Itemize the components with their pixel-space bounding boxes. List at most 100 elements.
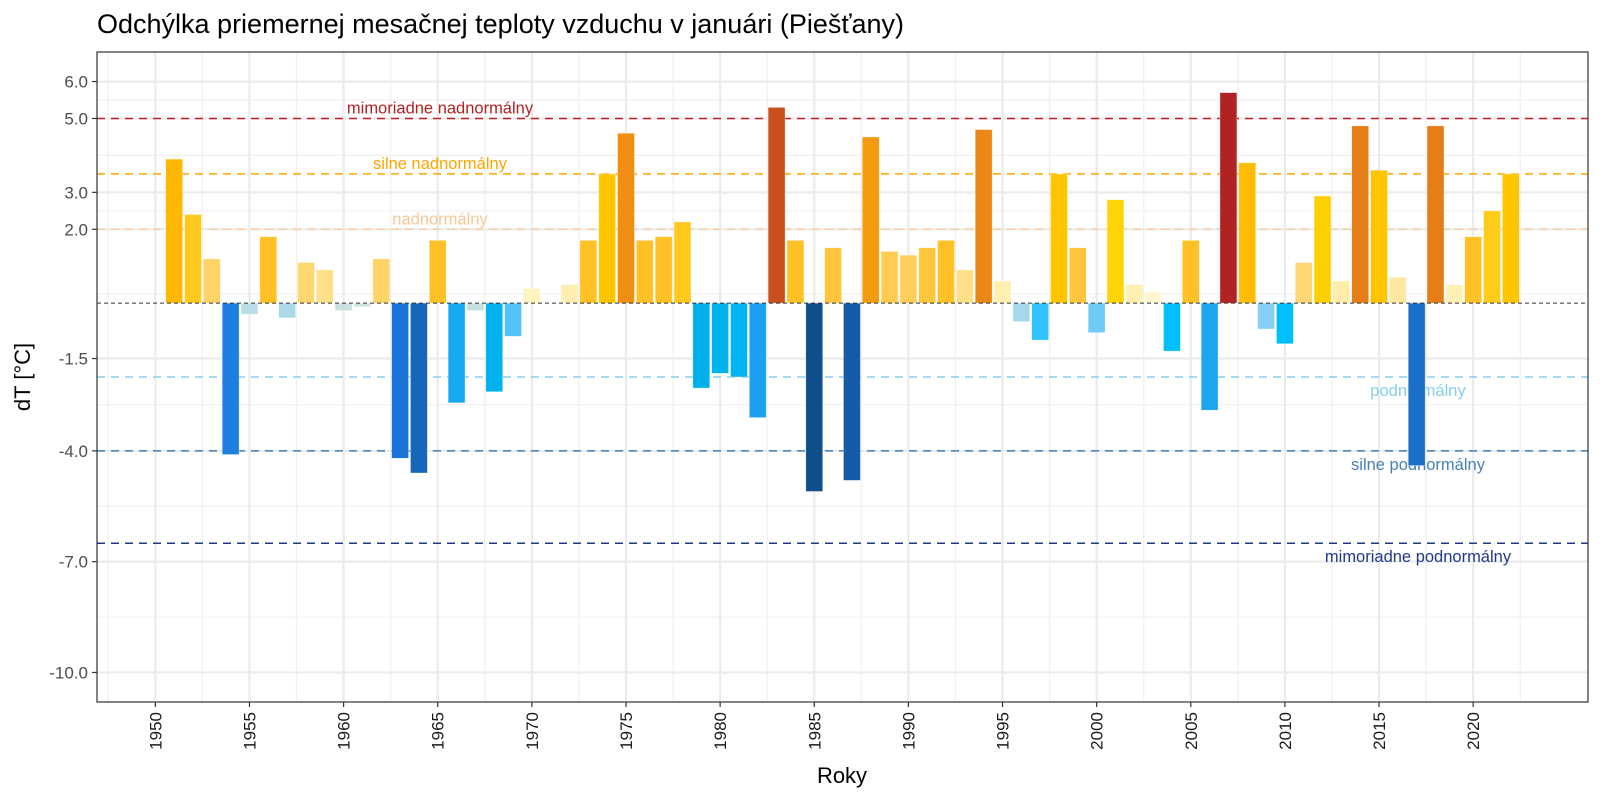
x-tick-label: 2015: [1370, 712, 1389, 750]
x-axis-title: Roky: [817, 763, 867, 788]
bar: [673, 221, 692, 304]
bar: [711, 302, 729, 374]
bar: [636, 240, 654, 304]
bar: [428, 240, 447, 304]
threshold-label: mimoriadne nadnormálny: [347, 99, 534, 117]
y-tick-label: 2.0: [64, 220, 88, 239]
x-tick-label: 1950: [146, 712, 165, 750]
bar: [1464, 236, 1482, 304]
bar: [221, 302, 240, 455]
bar: [1257, 302, 1275, 330]
bar: [786, 240, 805, 304]
bar: [504, 302, 522, 337]
bar: [1483, 210, 1501, 304]
bar: [1163, 302, 1181, 352]
bar: [523, 288, 541, 304]
bar: [730, 302, 748, 378]
y-axis-title: dT [°C]: [10, 343, 35, 411]
bar: [749, 302, 767, 418]
y-tick-label: 3.0: [64, 183, 88, 202]
bar: [1389, 276, 1407, 304]
bar: [692, 302, 711, 389]
bar: [598, 173, 616, 304]
y-tick-label: -7.0: [59, 553, 88, 572]
bar: [1031, 302, 1049, 341]
x-tick-label: 1960: [335, 712, 354, 750]
y-tick-label: -1.5: [59, 350, 88, 369]
bar: [1351, 125, 1369, 304]
axes: 6.0 5.0 3.0 2.0 -1.5 -4.0 -7.0 -10.0 1950 1955 196…: [49, 51, 1589, 750]
bar: [880, 251, 899, 304]
x-tick-label: 2005: [1182, 712, 1201, 750]
bar: [899, 254, 918, 304]
bar: [1294, 262, 1313, 304]
bar: [1313, 195, 1332, 304]
threshold-labels: mimoriadne nadnormálny silne nadnormálny n…: [347, 99, 1512, 566]
bar: [1219, 92, 1238, 304]
bar: [391, 302, 409, 459]
x-tick-label: 1970: [523, 712, 542, 750]
bar: [353, 302, 372, 308]
bar: [1144, 291, 1162, 304]
bar: [1050, 173, 1068, 304]
bar: [843, 302, 861, 481]
x-tick-label: 2020: [1464, 712, 1483, 750]
bar: [1445, 284, 1464, 304]
bar: [956, 269, 974, 304]
bar: [485, 302, 503, 393]
bar: [466, 302, 485, 311]
threshold-lines: [97, 117, 1588, 544]
bar: [1106, 199, 1125, 304]
panel-border: [96, 51, 1589, 703]
y-tick-label: -4.0: [59, 442, 88, 461]
bar: [1238, 162, 1257, 304]
x-tick-label: 2010: [1276, 712, 1295, 750]
bar: [447, 302, 466, 404]
bar: [1087, 302, 1106, 333]
bar: [240, 302, 259, 315]
bar: [1276, 302, 1294, 345]
x-tick-label: 1990: [899, 712, 918, 750]
threshold-label: silne nadnormálny: [373, 155, 508, 173]
bar: [410, 302, 428, 474]
bar: [654, 236, 673, 304]
chart-title: Odchýlka priemernej mesačnej teploty vzd…: [97, 9, 904, 39]
bar: [617, 132, 635, 304]
bar: [1332, 280, 1351, 304]
bar: [1426, 125, 1445, 304]
bar: [259, 236, 278, 304]
bar: [372, 258, 391, 304]
bar: [993, 280, 1012, 304]
bar: [184, 214, 202, 304]
bar: [1012, 302, 1031, 322]
bar: [579, 240, 598, 304]
x-tick-label: 1995: [994, 712, 1013, 750]
bar: [918, 247, 936, 304]
x-tick-label: 1965: [429, 712, 448, 750]
bar: [165, 158, 183, 304]
bar: [1069, 247, 1087, 304]
x-tick-label: 1975: [617, 712, 636, 750]
bar: [937, 240, 955, 304]
bar: [560, 284, 579, 304]
y-tick-label: -10.0: [49, 663, 88, 682]
bar: [203, 258, 221, 304]
bar: [297, 262, 315, 304]
bar: [278, 302, 296, 319]
bar: [1125, 284, 1144, 304]
x-tick-label: 1955: [240, 712, 259, 750]
x-tick-label: 2000: [1088, 712, 1107, 750]
threshold-label: mimoriadne podnormálny: [1325, 548, 1512, 566]
bar: [805, 302, 824, 492]
bar: [334, 302, 353, 311]
bars: [97, 92, 1588, 492]
bar: [974, 129, 993, 304]
threshold-label: nadnormálny: [392, 210, 488, 228]
bar: [824, 247, 842, 304]
x-tick-label: 1985: [805, 712, 824, 750]
bar: [1182, 240, 1200, 304]
bar: [861, 136, 880, 304]
bar: [1407, 302, 1426, 466]
bar: [1370, 169, 1388, 304]
